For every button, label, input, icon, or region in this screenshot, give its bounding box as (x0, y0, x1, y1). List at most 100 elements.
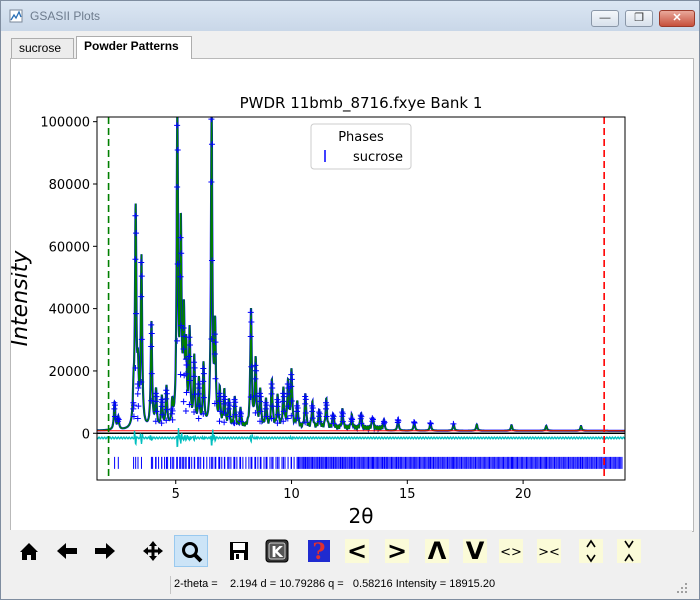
status-separator (170, 576, 171, 594)
y-tick-label: 40000 (49, 303, 90, 318)
maximize-button[interactable]: ❐ (625, 10, 653, 27)
observed-marker (357, 415, 364, 422)
observed-marker (288, 376, 295, 383)
legend: Phases sucrose (310, 123, 412, 170)
observed-marker (153, 393, 160, 400)
observed-marker (358, 420, 365, 427)
observed-marker (294, 405, 301, 412)
observed-marker (274, 411, 281, 418)
compress-horizontal-button[interactable]: >< (532, 535, 566, 567)
x-axis-label: 2θ (349, 504, 374, 528)
observed-marker (191, 373, 198, 380)
observed-marker (200, 370, 207, 377)
observed-marker (135, 384, 142, 391)
shift-left-button[interactable]: < (340, 535, 374, 567)
observed-marker (221, 396, 228, 403)
save-disk-button[interactable] (222, 535, 256, 567)
tab-sucrose[interactable]: sucrose (11, 38, 74, 58)
observed-marker (196, 403, 203, 410)
shift-right-icon: > (385, 537, 409, 565)
observed-marker (191, 359, 198, 366)
observed-marker (262, 405, 269, 412)
shift-right-button[interactable]: > (380, 535, 414, 567)
reflection-tickmarks (114, 456, 623, 469)
back-arrow-button[interactable] (50, 535, 84, 567)
y-tick-label: 20000 (49, 365, 90, 380)
powder-pattern-chart[interactable]: 5 10 15 20 0 20000 40000 60000 80000 100000 PWDR 1… (8, 59, 693, 531)
compress-horizontal-icon: >< (537, 539, 561, 563)
observed-marker (252, 367, 259, 374)
home-button[interactable] (12, 535, 46, 567)
close-button[interactable]: ✕ (659, 10, 695, 27)
tab-powder-patterns[interactable]: Powder Patterns (76, 36, 192, 59)
save-disk-icon (230, 542, 248, 560)
observed-marker (152, 390, 159, 397)
plot-canvas[interactable]: 5 10 15 20 0 20000 40000 60000 80000 100000 PWDR 1… (8, 58, 694, 532)
observed-marker (257, 418, 264, 425)
observed-marker (133, 310, 140, 317)
zoom-magnifier-button[interactable] (174, 535, 208, 567)
observed-marker (268, 390, 275, 397)
observed-marker (132, 212, 139, 219)
observed-marker (195, 390, 202, 397)
observed-marker (195, 381, 202, 388)
svg-text:?: ? (313, 539, 326, 565)
observed-marker (148, 370, 155, 377)
svg-text:Λ: Λ (428, 537, 447, 565)
observed-marker (163, 395, 170, 402)
observed-marker (316, 410, 323, 417)
observed-marker (269, 384, 276, 391)
zoom-magnifier-icon (182, 542, 203, 563)
y-axis-label: Intensity (11, 250, 33, 347)
observed-marker (186, 377, 193, 384)
observed-marker (138, 259, 145, 266)
observed-marker (178, 250, 185, 257)
observed-marker (248, 363, 255, 370)
minimize-button[interactable]: — (591, 10, 619, 27)
pan-move-button[interactable] (136, 535, 170, 567)
expand-horizontal-button[interactable]: <> (494, 535, 528, 567)
observed-marker (133, 230, 140, 237)
observed-marker (174, 122, 181, 129)
observed-marker (231, 420, 238, 427)
shift-up-button[interactable]: Λ (420, 535, 454, 567)
expand-vertical-button[interactable] (574, 535, 608, 567)
observed-marker (200, 378, 207, 385)
observed-marker (163, 390, 170, 397)
k-key-button[interactable]: K (260, 535, 294, 567)
observed-marker (211, 350, 218, 357)
observed-marker (152, 398, 159, 405)
observed-marker (288, 371, 295, 378)
cursor-readout: 2-theta = 2.194 d = 10.79286 q = 0.58216… (174, 578, 496, 590)
shift-down-button[interactable]: V (458, 535, 492, 567)
observed-marker (138, 336, 145, 343)
observed-marker (302, 419, 309, 426)
observed-marker (111, 413, 118, 420)
observed-marker (232, 399, 239, 406)
observed-marker (394, 419, 401, 426)
y-tick-label: 100000 (40, 116, 90, 131)
y-tick-label: 80000 (49, 178, 90, 193)
observed-marker (191, 408, 198, 415)
observed-marker (323, 402, 330, 409)
axes-frame (96, 116, 626, 481)
observed-marker (302, 396, 309, 403)
svg-text:K: K (271, 543, 284, 561)
svg-text:V: V (466, 537, 485, 565)
observed-marker (323, 405, 330, 412)
observed-marker (158, 403, 165, 410)
close-icon: ✕ (672, 12, 682, 24)
minimize-icon: — (599, 12, 611, 24)
forward-arrow-button[interactable] (88, 535, 122, 567)
help-question-button[interactable]: ? (302, 535, 336, 567)
observed-marker (163, 406, 170, 413)
observed-marker (212, 339, 219, 346)
title-bar[interactable]: GSASII Plots — ❐ ✕ (1, 1, 699, 31)
compress-vertical-button[interactable] (612, 535, 646, 567)
observed-marker (174, 260, 181, 267)
resize-grip-icon[interactable] (676, 582, 688, 594)
observed-marker (186, 341, 193, 348)
difference-series (97, 427, 625, 448)
observed-marker (274, 420, 281, 427)
observed-marker (274, 403, 281, 410)
